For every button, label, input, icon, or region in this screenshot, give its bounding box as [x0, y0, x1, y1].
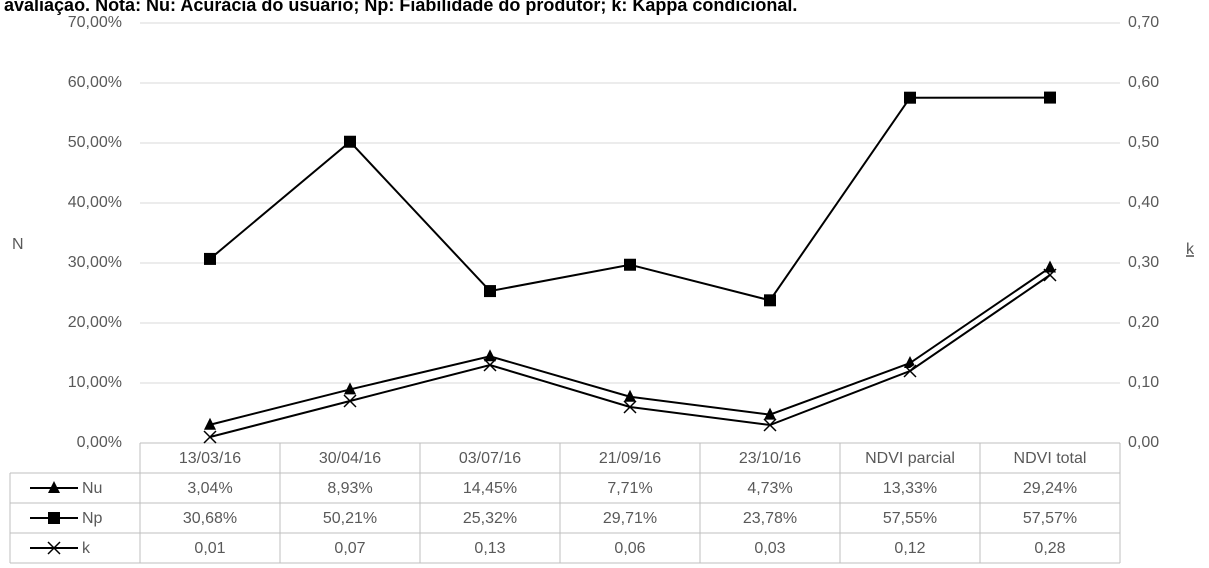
- y-tick-label: 20,00%: [68, 314, 122, 331]
- table-value: 14,45%: [463, 480, 517, 497]
- data-point: [904, 356, 916, 369]
- data-point: [204, 417, 216, 430]
- y2-tick-label: 0,60: [1128, 74, 1159, 91]
- table-value: 0,01: [194, 540, 225, 557]
- table-value: 29,24%: [1023, 480, 1077, 497]
- data-point: [484, 349, 496, 362]
- data-point: [484, 285, 496, 298]
- y-tick-label: 60,00%: [68, 74, 122, 91]
- data-point: [903, 364, 917, 378]
- x-tick-label: NDVI parcial: [865, 450, 955, 467]
- y2-tick-label: 0,40: [1128, 194, 1159, 211]
- table-value: 3,04%: [187, 480, 232, 497]
- data-point: [203, 430, 217, 444]
- table-value: 23,78%: [743, 510, 797, 527]
- data-point: [764, 294, 776, 307]
- data-point: [1043, 268, 1057, 282]
- table-value: 50,21%: [323, 510, 377, 527]
- y2-tick-label: 0,50: [1128, 134, 1159, 151]
- table-value: 8,93%: [327, 480, 372, 497]
- table-value: 0,12: [894, 540, 925, 557]
- data-point: [904, 91, 916, 104]
- data-point: [343, 394, 357, 408]
- x-tick-label: 30/04/16: [319, 450, 381, 467]
- y-tick-label: 0,00%: [77, 434, 122, 451]
- data-point: [204, 252, 216, 265]
- table-value: 30,68%: [183, 510, 237, 527]
- table-value: 13,33%: [883, 480, 937, 497]
- data-point: [483, 358, 497, 372]
- table-value: 57,55%: [883, 510, 937, 527]
- table-value: 0,03: [754, 540, 785, 557]
- table-value: 0,06: [614, 540, 645, 557]
- y-axis-title: N: [12, 236, 24, 253]
- data-point: [624, 258, 636, 271]
- y2-axis-title: k: [1186, 241, 1195, 258]
- table-value: 25,32%: [463, 510, 517, 527]
- table-value: 0,07: [334, 540, 365, 557]
- data-point: [1044, 260, 1056, 273]
- data-point: [1044, 91, 1056, 104]
- x-tick-label: 21/09/16: [599, 450, 661, 467]
- y2-tick-label: 0,10: [1128, 374, 1159, 391]
- y2-tick-label: 0,30: [1128, 254, 1159, 271]
- chart-title: avaliação. Nota: Nu: Acurácia do usuário…: [4, 0, 797, 15]
- y-tick-label: 50,00%: [68, 134, 122, 151]
- table-value: 57,57%: [1023, 510, 1077, 527]
- legend-label: Np: [82, 510, 103, 527]
- data-point: [344, 135, 356, 148]
- data-point: [763, 418, 777, 432]
- x-tick-label: 13/03/16: [179, 450, 241, 467]
- table-value: 0,13: [474, 540, 505, 557]
- y2-tick-label: 0,00: [1128, 434, 1159, 451]
- data-point: [344, 382, 356, 395]
- table-value: 4,73%: [747, 480, 792, 497]
- table-value: 7,71%: [607, 480, 652, 497]
- table-value: 0,28: [1034, 540, 1065, 557]
- legend-label: k: [82, 540, 91, 557]
- legend-marker: [47, 541, 61, 555]
- x-tick-label: 03/07/16: [459, 450, 521, 467]
- data-point: [624, 389, 636, 402]
- y2-tick-label: 0,20: [1128, 314, 1159, 331]
- x-tick-label: 23/10/16: [739, 450, 801, 467]
- y-tick-label: 10,00%: [68, 374, 122, 391]
- legend-marker: [48, 481, 60, 493]
- y-tick-label: 30,00%: [68, 254, 122, 271]
- y-tick-label: 40,00%: [68, 194, 122, 211]
- table-value: 29,71%: [603, 510, 657, 527]
- x-tick-label: NDVI total: [1014, 450, 1087, 467]
- data-point: [623, 400, 637, 414]
- legend-label: Nu: [82, 480, 102, 497]
- legend-marker: [48, 512, 60, 524]
- y2-tick-label: 0,70: [1128, 14, 1159, 31]
- y-tick-label: 70,00%: [68, 14, 122, 31]
- data-point: [764, 407, 776, 420]
